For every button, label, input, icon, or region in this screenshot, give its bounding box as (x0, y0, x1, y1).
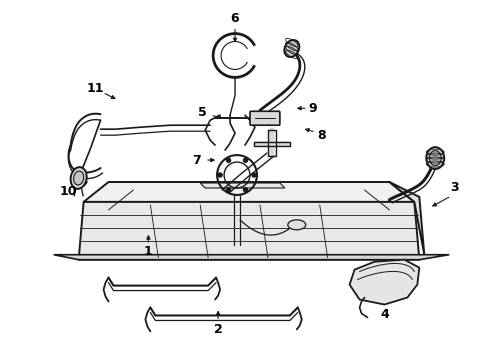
Ellipse shape (426, 147, 444, 169)
Text: 10: 10 (60, 185, 77, 198)
Polygon shape (200, 183, 285, 188)
Text: 4: 4 (380, 308, 389, 321)
Text: 6: 6 (231, 12, 239, 25)
Polygon shape (349, 260, 419, 305)
Text: 2: 2 (214, 323, 222, 336)
Circle shape (244, 188, 247, 192)
FancyBboxPatch shape (250, 111, 280, 125)
Text: 3: 3 (450, 181, 459, 194)
Polygon shape (84, 182, 415, 202)
Polygon shape (78, 202, 419, 260)
Circle shape (244, 158, 247, 162)
Ellipse shape (74, 171, 84, 185)
Text: 1: 1 (144, 245, 153, 258)
Circle shape (252, 173, 256, 177)
Ellipse shape (288, 220, 306, 230)
Ellipse shape (71, 167, 87, 189)
Text: 5: 5 (198, 106, 207, 119)
Ellipse shape (429, 150, 441, 166)
Text: 7: 7 (192, 154, 200, 167)
Text: 9: 9 (308, 102, 317, 115)
Circle shape (226, 158, 231, 162)
Text: 8: 8 (318, 129, 326, 142)
Circle shape (218, 173, 222, 177)
Text: 11: 11 (87, 82, 104, 95)
Circle shape (226, 188, 231, 192)
Polygon shape (54, 255, 449, 260)
Polygon shape (390, 182, 424, 255)
Ellipse shape (284, 40, 299, 57)
